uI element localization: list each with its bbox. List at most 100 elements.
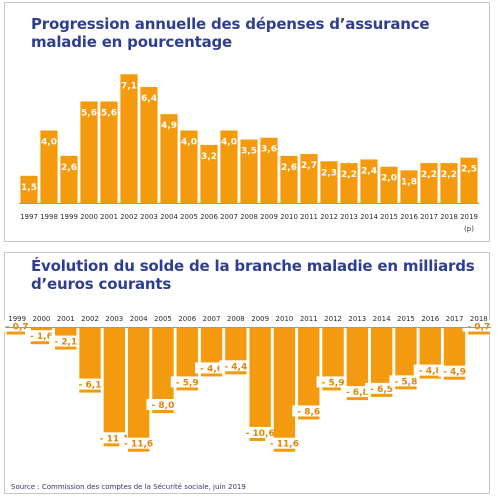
chart1-tick-label: 2009 (260, 213, 278, 221)
chart1-bar (400, 170, 418, 203)
chart2-value-label: - 5,9 (322, 378, 345, 388)
chart2-value-box (413, 364, 447, 376)
chart2-value-box (219, 360, 253, 372)
chart2-value-box (146, 399, 180, 410)
chart1-tick-label: 2017 (420, 213, 438, 221)
chart2-tick-label: 2007 (203, 315, 221, 323)
chart1-bar (320, 161, 338, 203)
chart2-value-box (462, 320, 496, 332)
chart2-tick-label: 2003 (105, 315, 123, 323)
chart1-tick-label: 2012 (320, 213, 338, 221)
chart1-bar (80, 101, 98, 203)
chart2-value-label: - 6,8 (346, 388, 369, 398)
chart1-bar (440, 163, 458, 203)
chart1-bar (60, 155, 78, 203)
chart1-tick-label: 1999 (60, 213, 78, 221)
chart2-value-label: - 6,5 (370, 385, 393, 395)
chart2-value-label: - 11,1 (100, 434, 129, 444)
chart1-tick-label: 2011 (300, 213, 318, 221)
chart1-tick-label: 2013 (340, 213, 358, 221)
chart2-bar (273, 327, 296, 452)
chart1-bar (180, 130, 198, 203)
chart2-value-label: - 10,6 (246, 429, 275, 439)
chart2-value-box (292, 405, 326, 417)
chart1-tick-label: 2008 (240, 213, 258, 221)
chart-panel-solde: Évolution du solde de la branche maladie… (0, 252, 496, 494)
chart2-bar (152, 327, 174, 413)
chart2-value-label: - 5,8 (395, 377, 418, 387)
chart1-bar (340, 163, 358, 203)
chart2-tick-label: 2017 (446, 315, 464, 323)
chart1-value-label: 2,2 (421, 170, 437, 180)
chart2-value-box (438, 365, 472, 377)
chart1-tick-label: 2003 (140, 213, 158, 221)
chart2-tick-label: 2011 (300, 315, 318, 323)
chart1-value-label: 4,9 (161, 121, 177, 131)
chart1-value-label: 4,0 (181, 137, 197, 147)
chart1-value-label: 6,4 (141, 94, 157, 104)
chart1-value-label: 2,0 (381, 174, 397, 184)
chart1-value-label: 3,6 (261, 145, 277, 155)
chart2-tick-label: 2018 (470, 315, 488, 323)
chart1-tick-label: 2007 (220, 213, 238, 221)
chart1-tick-label: 2006 (200, 213, 218, 221)
chart2-bar (298, 327, 320, 420)
chart1-tick-label: 2000 (80, 213, 98, 221)
chart1-bar (460, 157, 478, 203)
chart2-value-box (49, 335, 83, 347)
chart1-tick-label: 2004 (160, 213, 178, 221)
chart1-bar (120, 74, 138, 204)
chart1-tick-label: 2001 (100, 213, 118, 221)
chart1-tick-label: 2014 (360, 213, 378, 221)
chart2-tick-label: 2002 (81, 315, 99, 323)
chart1-tick-label: 1998 (40, 213, 58, 221)
chart1-tick-label: 2010 (280, 213, 298, 221)
chart1-bar (260, 137, 278, 203)
chart2-title: Évolution du solde de la branche maladie… (31, 257, 475, 293)
chart1-projection-note: (p) (464, 225, 474, 233)
chart2-value-box (24, 330, 58, 342)
chart2-tick-label: 2006 (178, 315, 196, 323)
chart1-value-label: 2,3 (321, 168, 337, 178)
chart2-value-box (340, 386, 374, 398)
chart2-bar (346, 327, 369, 401)
chart1-bar (160, 114, 178, 203)
chart1-svg: 1,5 1997 4,0 1998 2,6 1999 5,6 2000 5,6 2001 7,1 20… (19, 74, 479, 233)
chart2-tick-label: 2012 (324, 315, 342, 323)
chart2-value-label: - 1,6 (30, 332, 53, 342)
chart2-bar (322, 327, 344, 391)
source-note: Source : Commission des comptes de la Sé… (11, 483, 246, 491)
chart2-tick-label: 2000 (33, 315, 51, 323)
chart1-value-label: 2,6 (281, 163, 297, 173)
chart2-value-box (365, 382, 399, 394)
chart1-bar (240, 139, 258, 203)
chart1-tick-label: 2018 (440, 213, 458, 221)
chart1-bar (200, 144, 218, 203)
chart1-bar (140, 86, 158, 203)
chart2-value-label: - 8,0 (152, 401, 175, 411)
chart1-tick-label: 1997 (20, 213, 38, 221)
chart2-value-label: - 11,6 (270, 440, 299, 450)
chart1-tick-label: 2019 (460, 213, 478, 221)
chart1-bar (280, 155, 298, 203)
chart1-bar (100, 101, 118, 203)
chart1-value-label: 4,0 (41, 137, 57, 147)
chart2-value-box (170, 376, 204, 388)
chart1-value-label: 1,5 (21, 183, 37, 193)
chart1-tick-label: 2016 (400, 213, 418, 221)
chart2-value-label: - 4,6 (200, 364, 223, 374)
chart2-tick-label: 2009 (251, 315, 269, 323)
chart2-tick-label: 2004 (130, 315, 148, 323)
chart2-value-label: - 6,1 (79, 381, 102, 391)
chart1-value-label: 2,5 (461, 165, 477, 175)
chart1-value-label: 2,6 (61, 163, 77, 173)
chart2-value-label: - 4,4 (224, 362, 247, 372)
chart2-bar (176, 327, 198, 391)
chart1-bar (220, 130, 238, 203)
chart2-value-label: - 4,8 (419, 367, 442, 377)
chart1-title: Progression annuelle des dépenses d’assu… (31, 15, 430, 51)
chart1-bar (380, 166, 398, 203)
chart2-tick-label: 2015 (397, 315, 415, 323)
chart2-value-label: - 5,9 (176, 378, 199, 388)
